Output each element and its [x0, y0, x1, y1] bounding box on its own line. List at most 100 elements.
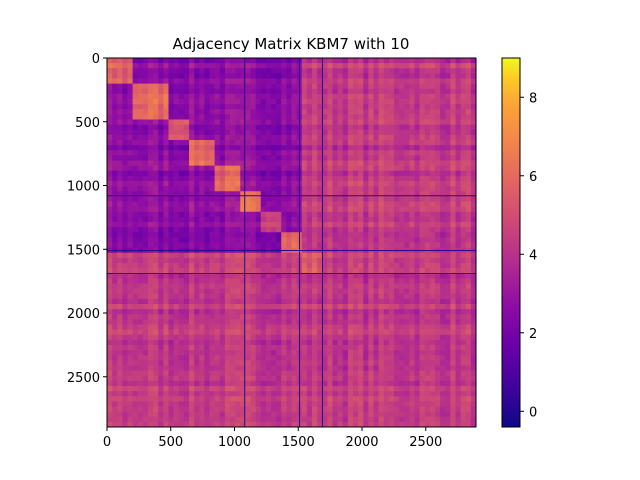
heatmap-cell	[235, 196, 241, 202]
heatmap-cell	[286, 242, 292, 248]
heatmap-cell	[214, 304, 221, 310]
heatmap-cell	[460, 181, 467, 187]
heatmap-cell	[235, 206, 241, 213]
heatmap-cell	[445, 396, 451, 402]
heatmap-cell	[368, 186, 374, 192]
heatmap-cell	[250, 150, 256, 156]
heatmap-cell	[271, 165, 277, 172]
heatmap-cell	[465, 380, 472, 387]
heatmap-cell	[450, 319, 456, 325]
heatmap-cell	[399, 211, 405, 218]
heatmap-cell	[399, 73, 405, 79]
heatmap-cell	[250, 124, 256, 131]
heatmap-cell	[235, 293, 241, 300]
heatmap-cell	[168, 350, 174, 356]
heatmap-cell	[271, 365, 277, 371]
heatmap-cell	[306, 237, 313, 243]
heatmap-cell	[178, 391, 185, 397]
heatmap-cell	[424, 129, 431, 136]
heatmap-cell	[286, 273, 292, 279]
heatmap-cell	[337, 370, 344, 377]
heatmap-cell	[127, 401, 133, 407]
heatmap-cell	[219, 129, 226, 136]
heatmap-cell	[163, 268, 169, 274]
heatmap-cell	[199, 201, 205, 207]
heatmap-cell	[306, 329, 313, 336]
heatmap-cell	[158, 140, 164, 146]
heatmap-cell	[327, 109, 333, 115]
heatmap-cell	[301, 314, 308, 320]
heatmap-cell	[153, 181, 159, 187]
heatmap-cell	[470, 58, 477, 64]
heatmap-cell	[388, 386, 395, 392]
heatmap-cell	[194, 350, 200, 356]
heatmap-cell	[378, 339, 385, 346]
heatmap-cell	[419, 216, 426, 223]
heatmap-cell	[388, 211, 395, 218]
heatmap-cell	[378, 268, 385, 274]
heatmap-cell	[378, 145, 385, 151]
heatmap-cell	[132, 401, 139, 407]
heatmap-cell	[158, 309, 164, 315]
heatmap-cell	[404, 370, 410, 377]
heatmap-cell	[465, 370, 472, 377]
heatmap-cell	[271, 181, 277, 187]
heatmap-cell	[240, 278, 246, 284]
heatmap-cell	[122, 406, 128, 412]
heatmap-cell	[255, 375, 262, 382]
heatmap-cell	[455, 273, 461, 279]
heatmap-cell	[404, 88, 410, 95]
heatmap-cell	[178, 170, 185, 177]
heatmap-cell	[137, 319, 144, 325]
heatmap-cell	[230, 124, 236, 131]
heatmap-cell	[204, 196, 210, 202]
heatmap-cell	[455, 150, 461, 156]
heatmap-cell	[465, 114, 472, 120]
heatmap-cell	[112, 78, 118, 84]
heatmap-cell	[465, 350, 472, 356]
heatmap-cell	[235, 78, 241, 84]
heatmap-cell	[470, 175, 477, 182]
heatmap-cell	[445, 68, 451, 74]
heatmap-cell	[465, 273, 472, 279]
heatmap-cell	[353, 68, 359, 74]
heatmap-cell	[409, 339, 415, 346]
heatmap-cell	[301, 58, 308, 64]
heatmap-cell	[281, 63, 287, 69]
heatmap-cell	[419, 83, 426, 90]
heatmap-cell	[158, 119, 164, 125]
heatmap-cell	[373, 252, 379, 259]
heatmap-cell	[153, 134, 159, 141]
heatmap-cell	[183, 365, 190, 371]
heatmap-cell	[142, 140, 149, 146]
heatmap-cell	[435, 263, 441, 269]
heatmap-cell	[204, 145, 210, 151]
heatmap-cell	[260, 324, 267, 330]
heatmap-cell	[117, 391, 123, 397]
heatmap-cell	[194, 411, 200, 418]
heatmap-cell	[194, 129, 200, 136]
heatmap-cell	[183, 232, 190, 238]
heatmap-cell	[276, 345, 282, 351]
heatmap-cell	[383, 68, 390, 74]
heatmap-cell	[173, 165, 180, 172]
heatmap-cell	[440, 104, 446, 110]
heatmap-cell	[189, 201, 195, 207]
heatmap-cell	[368, 150, 374, 156]
heatmap-cell	[312, 175, 318, 182]
heatmap-cell	[414, 150, 420, 156]
heatmap-cell	[445, 145, 451, 151]
heatmap-cell	[419, 355, 426, 361]
heatmap-cell	[219, 252, 226, 259]
heatmap-cell	[240, 227, 246, 233]
heatmap-cell	[209, 201, 215, 207]
heatmap-cell	[204, 124, 210, 131]
heatmap-cell	[137, 411, 144, 418]
heatmap-cell	[260, 119, 267, 125]
heatmap-cell	[214, 242, 221, 248]
heatmap-cell	[194, 252, 200, 259]
heatmap-cell	[322, 360, 328, 366]
heatmap-cell	[450, 345, 456, 351]
heatmap-cell	[178, 83, 185, 90]
heatmap-cell	[168, 360, 174, 366]
